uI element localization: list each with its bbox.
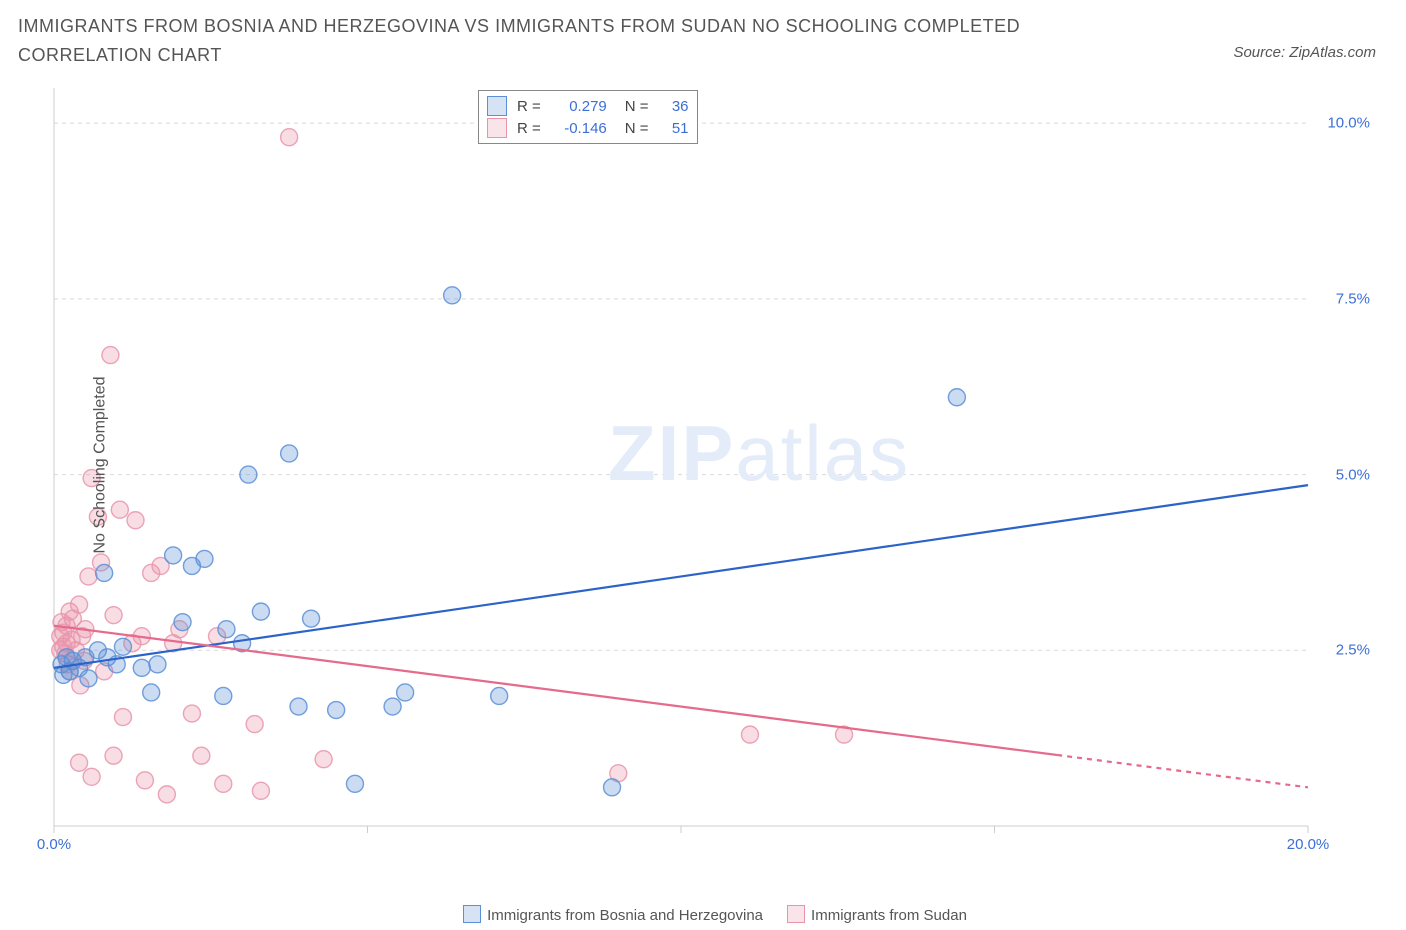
stat-n-value: 51 xyxy=(659,120,689,137)
y-tick-label: 2.5% xyxy=(1336,642,1370,659)
stat-n-label: N = xyxy=(625,120,649,137)
stat-r-value: -0.146 xyxy=(551,120,607,137)
legend-swatch xyxy=(487,96,507,116)
y-tick-label: 5.0% xyxy=(1336,466,1370,483)
stat-legend-row: R = 0.279 N = 36 xyxy=(487,95,689,117)
chart-area: ZIPatlas R =0.279N =36R =-0.146N =51 2.5… xyxy=(48,88,1378,860)
legend-series-label: Immigrants from Sudan xyxy=(811,907,967,924)
stat-r-label: R = xyxy=(517,98,541,115)
stat-n-value: 36 xyxy=(659,98,689,115)
y-tick-label: 7.5% xyxy=(1336,290,1370,307)
stat-n-label: N = xyxy=(625,98,649,115)
stat-legend: R = 0.279 N = 36 R = -0.146 N = 51 xyxy=(478,90,698,144)
stat-legend-row: R = -0.146 N = 51 xyxy=(487,117,689,139)
source-attribution: Source: ZipAtlas.com xyxy=(1233,44,1376,61)
bottom-legend: Immigrants from Bosnia and Herzegovina Im… xyxy=(0,905,1406,924)
y-axis-label: No Schooling Completed xyxy=(92,377,110,554)
legend-swatch xyxy=(487,118,507,138)
x-tick-label: 20.0% xyxy=(1287,836,1330,853)
legend-swatch xyxy=(787,905,805,923)
stat-r-value: 0.279 xyxy=(551,98,607,115)
x-tick-label: 0.0% xyxy=(37,836,71,853)
scatter-chart-svg xyxy=(48,88,1378,860)
y-tick-label: 10.0% xyxy=(1327,115,1370,132)
legend-swatch xyxy=(463,905,481,923)
chart-title: IMMIGRANTS FROM BOSNIA AND HERZEGOVINA V… xyxy=(18,12,1118,70)
stat-r-label: R = xyxy=(517,120,541,137)
legend-series-label: Immigrants from Bosnia and Herzegovina xyxy=(487,907,763,924)
